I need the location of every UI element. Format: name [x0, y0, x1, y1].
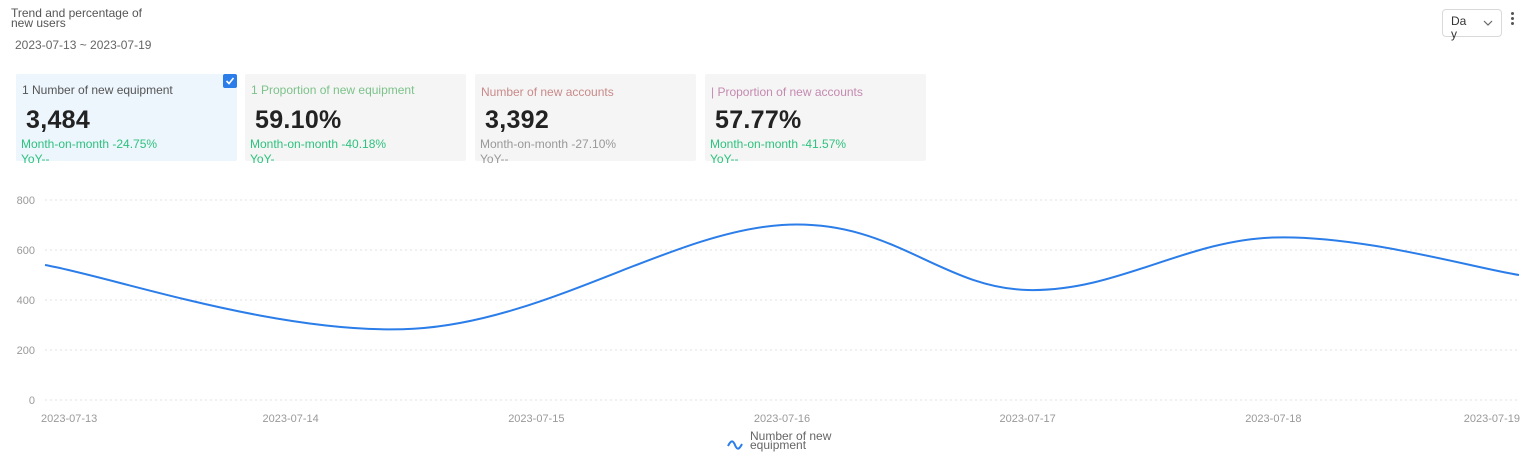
- card-yoy: YoY--: [710, 152, 739, 166]
- card-label: 1 Proportion of new equipment: [251, 83, 415, 97]
- check-icon: [225, 77, 235, 85]
- x-tick-label: 2023-07-15: [508, 413, 564, 425]
- card-value: 3,484: [26, 106, 91, 134]
- y-tick-label: 0: [29, 395, 35, 407]
- card-yoy: YoY--: [21, 152, 50, 166]
- card-checkbox[interactable]: [223, 74, 237, 88]
- card-label: 1 Number of new equipment: [22, 83, 173, 97]
- period-select[interactable]: Day: [1442, 9, 1502, 41]
- chevron-down-icon: [1483, 20, 1493, 26]
- trend-line-chart: 0 200 400 600 800 2023-07-13 2023-07-14 2023-07…: [17, 195, 1520, 425]
- y-tick-label: 200: [17, 345, 35, 357]
- widget-title: Trend and percentage of new users: [11, 6, 142, 30]
- x-tick-label: 2023-07-14: [263, 413, 319, 425]
- x-tick-label: 2023-07-13: [41, 413, 97, 425]
- x-tick-label: 2023-07-17: [1000, 413, 1056, 425]
- card-month-on-month: Month-on-month -41.57%: [710, 137, 847, 151]
- card-month-on-month: Month-on-month -40.18%: [250, 137, 387, 151]
- y-tick-label: 400: [17, 295, 35, 307]
- card-value: 3,392: [485, 106, 550, 134]
- period-select-value: Day: [1451, 14, 1467, 41]
- series-line: [44, 223, 1520, 331]
- card-yoy: YoY--: [480, 152, 509, 166]
- metric-card-new-equipment[interactable]: 1 Number of new equipment 3,484 Month-on…: [16, 74, 237, 166]
- legend-label: Number of new equipment: [750, 429, 832, 452]
- card-value: 57.77%: [715, 106, 802, 134]
- card-label: Number of new accounts: [481, 85, 614, 99]
- card-month-on-month: Month-on-month -27.10%: [480, 137, 617, 151]
- x-tick-label: 2023-07-16: [754, 413, 810, 425]
- card-yoy: YoY-: [250, 152, 275, 166]
- card-month-on-month: Month-on-month -24.75%: [21, 137, 158, 151]
- more-options-icon[interactable]: [1507, 12, 1517, 32]
- metric-card-proportion-new-accounts[interactable]: | Proportion of new accounts 57.77% Mont…: [705, 74, 926, 166]
- date-range: 2023-07-13 ~ 2023-07-19: [15, 38, 152, 52]
- metric-card-proportion-new-equipment[interactable]: 1 Proportion of new equipment 59.10% Mon…: [245, 74, 466, 166]
- card-label: | Proportion of new accounts: [711, 85, 863, 99]
- metric-card-new-accounts[interactable]: Number of new accounts 3,392 Month-on-mo…: [475, 74, 696, 166]
- x-tick-label: 2023-07-19: [1464, 413, 1520, 425]
- line-series-icon: [727, 440, 743, 450]
- y-tick-label: 600: [17, 245, 35, 257]
- x-tick-label: 2023-07-18: [1245, 413, 1301, 425]
- y-tick-label: 800: [17, 195, 35, 207]
- card-value: 59.10%: [255, 106, 342, 134]
